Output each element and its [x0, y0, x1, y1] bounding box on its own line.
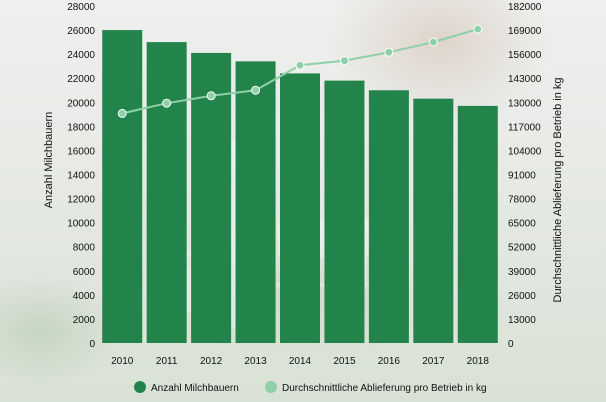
y2-tick-label: 78000	[508, 195, 536, 206]
y2-tick-label: 182000	[508, 2, 542, 13]
y2-tick-label: 117000	[508, 122, 541, 133]
legend-swatch-bars	[134, 381, 146, 393]
bar	[324, 80, 365, 343]
bar	[413, 98, 454, 343]
y-tick-label: 18000	[67, 122, 95, 133]
x-tick-label: 2015	[333, 356, 356, 367]
line-point	[251, 85, 261, 95]
right-axis-ticks: 0 13000 26000 39000 52000 65000 78000 91000 1040…	[508, 2, 542, 350]
bar-series	[102, 30, 498, 344]
y2-tick-label: 143000	[508, 74, 542, 85]
bar	[368, 90, 409, 343]
y-tick-label: 4000	[73, 291, 96, 302]
x-tick-label: 2014	[289, 356, 312, 367]
y2-tick-label: 130000	[508, 98, 542, 109]
y-tick-label: 0	[89, 339, 95, 350]
y2-tick-label: 91000	[508, 171, 536, 182]
y-tick-label: 8000	[73, 243, 96, 254]
y2-tick-label: 39000	[508, 267, 536, 278]
y-axis-title: Anzahl Milchbauern	[43, 112, 55, 209]
line-point	[473, 24, 483, 34]
y-tick-label: 16000	[67, 146, 95, 157]
line-point	[295, 60, 305, 70]
legend-label-line: Durchschnittliche Ablieferung pro Betrie…	[282, 383, 487, 394]
line-series	[117, 24, 483, 118]
bar	[235, 61, 276, 343]
y-tick-label: 22000	[67, 74, 95, 85]
y-tick-label: 6000	[73, 267, 96, 278]
bar	[146, 42, 187, 343]
y2-tick-label: 26000	[508, 291, 536, 302]
legend-swatch-line	[265, 381, 277, 393]
line-point	[428, 37, 438, 47]
y2-tick-label: 156000	[508, 50, 542, 61]
y-tick-label: 14000	[67, 171, 95, 182]
y-tick-label: 26000	[67, 26, 95, 37]
bar	[191, 52, 232, 344]
y-tick-label: 12000	[67, 195, 95, 206]
x-tick-label: 2011	[156, 356, 178, 367]
y2-tick-label: 65000	[508, 219, 536, 230]
legend-label-bars: Anzahl Milchbauern	[151, 383, 239, 394]
x-tick-label: 2017	[422, 356, 445, 367]
x-axis-ticks: 2010 2011 2012 2013 2014 2015 2016 2017 2018	[111, 356, 489, 367]
y-tick-label: 28000	[67, 2, 95, 13]
y-tick-label: 10000	[67, 219, 95, 230]
bar	[457, 105, 498, 344]
y-tick-label: 2000	[73, 315, 96, 326]
line-point	[117, 108, 127, 118]
line-point	[384, 47, 394, 57]
x-tick-label: 2016	[378, 356, 401, 367]
x-tick-label: 2012	[200, 356, 223, 367]
bar	[102, 30, 143, 343]
y2-tick-label: 104000	[508, 146, 542, 157]
y2-tick-label: 52000	[508, 243, 536, 254]
x-tick-label: 2018	[467, 356, 490, 367]
y2-axis-title: Durchschnittliche Ablieferung pro Betrie…	[552, 77, 564, 302]
y2-tick-label: 0	[508, 339, 514, 350]
x-tick-label: 2013	[244, 356, 267, 367]
legend: Anzahl Milchbauern Durchschnittliche Abl…	[134, 381, 487, 394]
line-point	[339, 56, 349, 66]
y2-tick-label: 13000	[508, 315, 536, 326]
left-axis-ticks: 0 2000 4000 6000 8000 10000 12000 14000 16000 180…	[67, 2, 95, 350]
y-tick-label: 24000	[67, 50, 95, 61]
y2-tick-label: 169000	[508, 26, 542, 37]
y-tick-label: 20000	[67, 98, 95, 109]
x-tick-label: 2010	[111, 356, 134, 367]
line-point	[206, 91, 216, 101]
bar	[280, 73, 320, 344]
line-point	[162, 98, 172, 108]
